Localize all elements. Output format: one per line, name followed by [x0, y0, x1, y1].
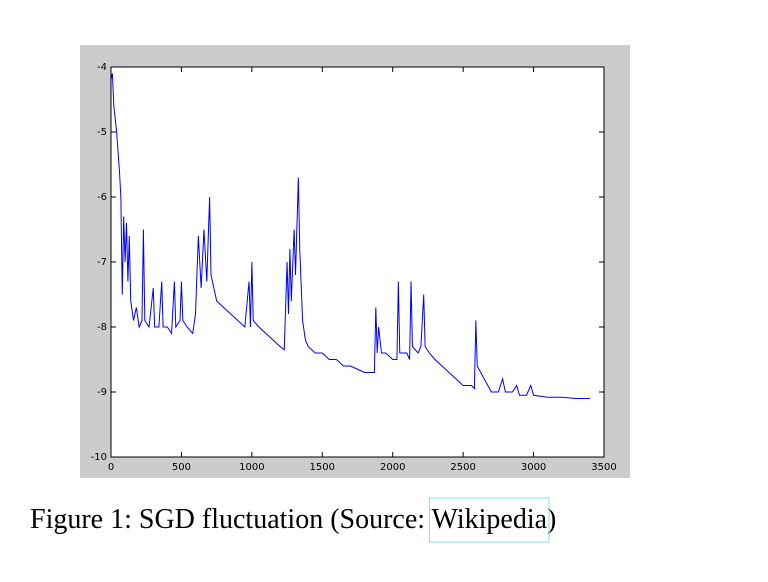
- y-tick-label: -5: [97, 127, 107, 138]
- caption-text: Figure 1: SGD fluctuation (Source:: [30, 504, 432, 535]
- x-tick-label: 500: [172, 462, 191, 473]
- link-box: [429, 497, 550, 543]
- data-line: [110, 73, 590, 399]
- y-tick-label: -10: [91, 452, 107, 463]
- x-tick-label: 1000: [239, 462, 264, 473]
- caption-end: ): [547, 504, 556, 535]
- x-tick-label: 3500: [591, 462, 616, 473]
- y-tick-label: -4: [97, 62, 107, 73]
- y-tick-label: -6: [97, 192, 107, 203]
- caption: Figure 1: SGD fluctuation (Source: Wikip…: [30, 504, 556, 535]
- source-link[interactable]: Wikipedia: [432, 504, 548, 535]
- x-tick-label: 0: [108, 462, 114, 473]
- x-tick-label: 3000: [521, 462, 546, 473]
- x-tick-label: 1500: [310, 462, 335, 473]
- y-tick-label: -8: [97, 322, 107, 333]
- y-tick-label: -7: [97, 257, 107, 268]
- y-tick-label: -9: [97, 387, 107, 398]
- x-tick-label: 2000: [380, 462, 405, 473]
- x-tick-label: 2500: [450, 462, 475, 473]
- plot-area: [110, 66, 605, 458]
